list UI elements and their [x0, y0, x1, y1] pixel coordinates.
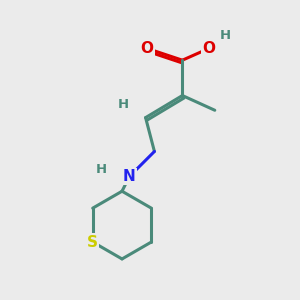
Text: S: S	[87, 235, 98, 250]
Text: H: H	[220, 29, 231, 42]
Text: O: O	[141, 41, 154, 56]
Text: N: N	[123, 169, 136, 184]
Text: H: H	[118, 98, 129, 111]
Text: H: H	[96, 163, 107, 176]
Text: O: O	[202, 41, 215, 56]
